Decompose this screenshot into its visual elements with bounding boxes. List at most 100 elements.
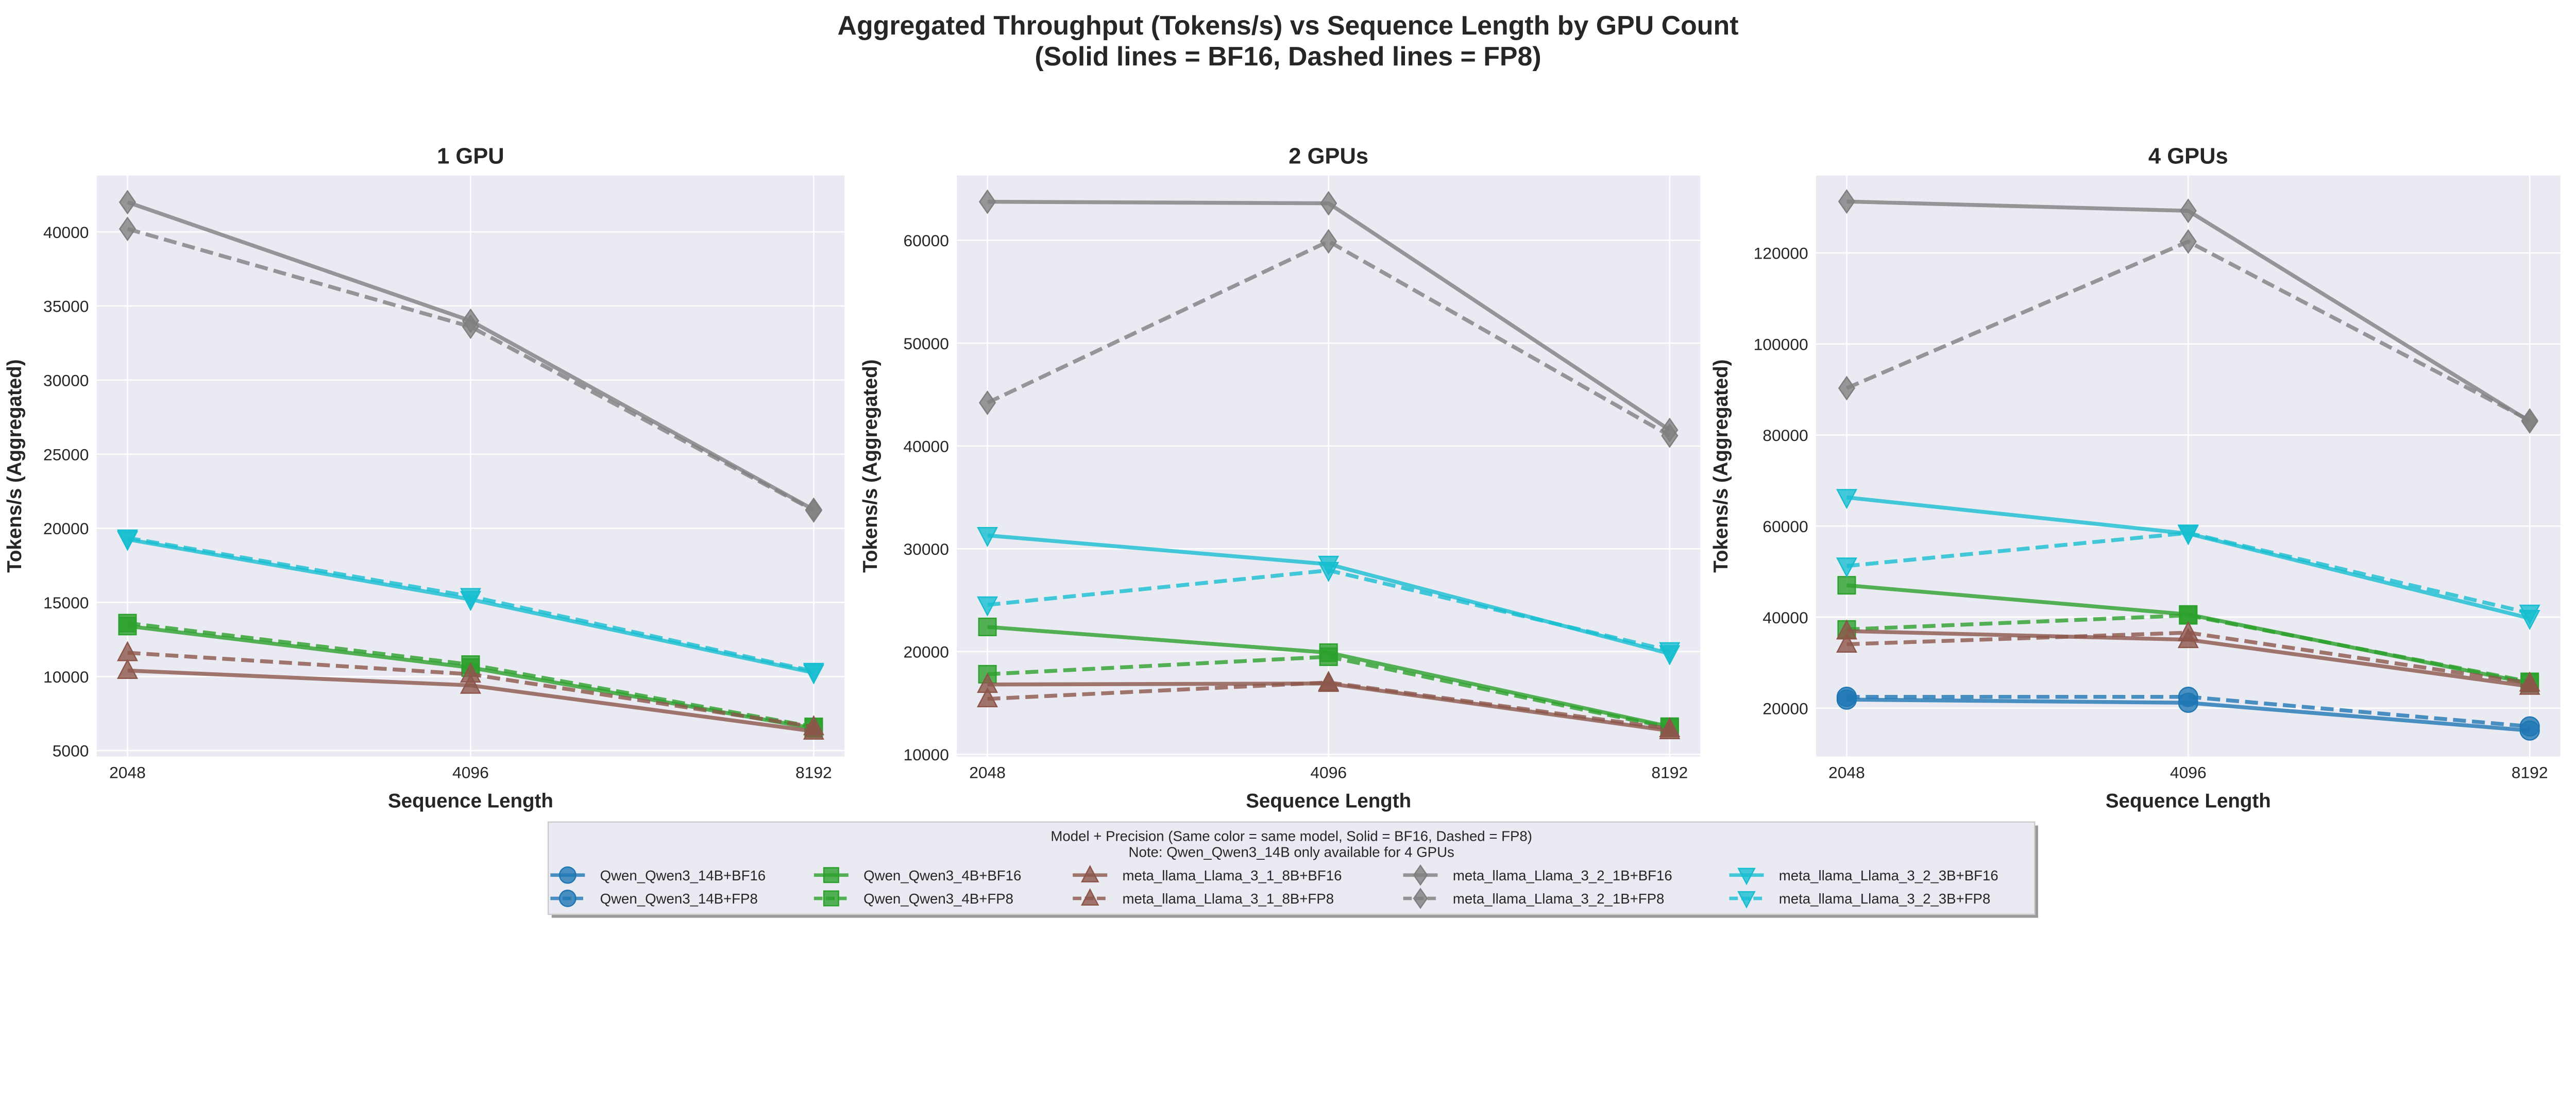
y-tick-label: 35000 bbox=[43, 297, 89, 316]
legend-title-line-2: Note: Qwen_Qwen3_14B only available for … bbox=[1129, 844, 1454, 860]
y-tick-label: 20000 bbox=[904, 643, 949, 661]
subplot-2: 10000 20000 30000 40000 50000 60000 2048 4096 81… bbox=[859, 144, 1701, 812]
legend-entry: meta_llama_Llama_3_2_1B+FP8 bbox=[1403, 888, 1664, 909]
series-line bbox=[127, 227, 815, 513]
subplot-title: 2 GPUs bbox=[1289, 144, 1368, 168]
y-tick-label: 15000 bbox=[43, 593, 89, 612]
y-tick-label: 5000 bbox=[53, 742, 89, 760]
data-point-diamond bbox=[805, 498, 822, 523]
y-tick-label: 100000 bbox=[1754, 335, 1808, 353]
data-point-triangle-up bbox=[1836, 632, 1857, 653]
data-point-triangle-up bbox=[116, 641, 138, 661]
legend-label: Qwen_Qwen3_4B+FP8 bbox=[863, 891, 1013, 907]
legend-entry: Qwen_Qwen3_14B+BF16 bbox=[550, 866, 766, 884]
legend-marker-square bbox=[823, 890, 839, 907]
legend-entry: meta_llama_Llama_3_2_3B+BF16 bbox=[1729, 867, 1998, 886]
y-tick-label: 20000 bbox=[1762, 700, 1808, 718]
subplot-3: 20000 40000 60000 80000 100000 120000 2048 4096… bbox=[1710, 144, 2561, 812]
series-meta-llama-llama-3-2-1b-fp8 bbox=[118, 216, 822, 523]
y-tick-label: 40000 bbox=[1762, 608, 1808, 627]
data-point-circle bbox=[1836, 687, 1857, 707]
legend-title-line-1: Model + Precision (Same color = same mod… bbox=[1050, 828, 1532, 844]
series-meta-llama-llama-3-2-1b-fp8 bbox=[1838, 229, 2538, 433]
data-point-square bbox=[118, 614, 137, 633]
series-line bbox=[1846, 694, 2530, 728]
x-tick-label: 4096 bbox=[2170, 763, 2207, 781]
legend-marker-triangle-down bbox=[1737, 891, 1756, 909]
legend-label: meta_llama_Llama_3_2_3B+FP8 bbox=[1779, 891, 1991, 907]
data-point-triangle-down bbox=[460, 588, 481, 608]
series-meta-llama-llama-3-2-3b-fp8 bbox=[116, 529, 824, 683]
legend-marker-triangle-up bbox=[1080, 864, 1099, 882]
data-point-triangle-up bbox=[977, 687, 998, 708]
series-qwen-qwen3-14b-fp8 bbox=[1836, 687, 2540, 737]
y-tick-label: 20000 bbox=[43, 519, 89, 538]
y-tick-label: 10000 bbox=[904, 745, 949, 764]
data-point-diamond bbox=[1320, 229, 1337, 254]
data-point-triangle-down bbox=[2519, 604, 2540, 625]
y-tick-label: 40000 bbox=[43, 223, 89, 242]
data-point-triangle-up bbox=[803, 715, 824, 736]
data-point-diamond bbox=[462, 314, 480, 339]
legend-entry: meta_llama_Llama_3_1_8B+BF16 bbox=[1073, 864, 1342, 883]
legend-label: Qwen_Qwen3_14B+BF16 bbox=[600, 867, 766, 883]
legend-entry: meta_llama_Llama_3_2_1B+BF16 bbox=[1403, 864, 1672, 886]
x-tick-label: 8192 bbox=[1651, 763, 1688, 781]
subplot-1: 5000 10000 15000 20000 25000 30000 35000 40000 2… bbox=[4, 144, 845, 812]
legend-marker-diamond bbox=[1413, 864, 1428, 886]
series-meta-llama-llama-3-1-8b-fp8 bbox=[977, 670, 1681, 737]
legend-label: Qwen_Qwen3_4B+BF16 bbox=[863, 867, 1021, 883]
data-point-triangle-up bbox=[2177, 621, 2199, 641]
x-tick-label: 2048 bbox=[109, 763, 146, 781]
x-tick-label: 4096 bbox=[452, 763, 489, 781]
y-tick-label: 60000 bbox=[904, 231, 949, 250]
series-line bbox=[986, 239, 1671, 438]
data-point-triangle-down bbox=[1318, 561, 1340, 583]
x-tick-label: 4096 bbox=[1310, 763, 1347, 781]
legend-box bbox=[547, 821, 2036, 915]
data-point-diamond bbox=[118, 190, 137, 215]
legend-label: meta_llama_Llama_3_1_8B+BF16 bbox=[1123, 867, 1342, 883]
legend-marker-circle bbox=[558, 890, 577, 907]
legend-marker-square bbox=[823, 867, 839, 883]
x-tick-label: 2048 bbox=[1828, 763, 1865, 781]
data-point-triangle-down bbox=[977, 596, 998, 617]
x-tick-label: 8192 bbox=[795, 763, 832, 781]
data-point-circle bbox=[2519, 716, 2540, 737]
subplot-title: 4 GPUs bbox=[2148, 144, 2228, 168]
data-point-triangle-down bbox=[803, 662, 824, 683]
data-point-square bbox=[1319, 647, 1338, 666]
data-point-triangle-up bbox=[2519, 671, 2540, 692]
y-tick-label: 10000 bbox=[43, 668, 89, 686]
data-point-triangle-down bbox=[116, 529, 138, 550]
legend-label: meta_llama_Llama_3_2_3B+BF16 bbox=[1779, 867, 1998, 883]
data-point-diamond bbox=[1661, 423, 1679, 448]
data-point-triangle-up bbox=[460, 662, 481, 683]
x-axis-label: Sequence Length bbox=[388, 790, 553, 812]
data-point-diamond bbox=[1838, 189, 1856, 214]
legend-marker-circle bbox=[558, 866, 577, 884]
data-point-triangle-down bbox=[2177, 524, 2199, 545]
data-point-square bbox=[978, 618, 997, 637]
legend-marker-triangle-down bbox=[1737, 867, 1756, 886]
legend-entry: Qwen_Qwen3_14B+FP8 bbox=[550, 890, 758, 907]
y-axis-label: Tokens/s (Aggregated) bbox=[859, 359, 882, 572]
series-meta-llama-llama-3-2-3b-fp8 bbox=[1836, 524, 2540, 625]
x-tick-label: 2048 bbox=[969, 763, 1006, 781]
x-axis-label: Sequence Length bbox=[1246, 790, 1411, 812]
legend: Model + Precision (Same color = same mod… bbox=[547, 821, 2038, 918]
subplots: 5000100001500020000250003000035000400002… bbox=[4, 144, 2561, 812]
data-point-triangle-down bbox=[1659, 642, 1681, 662]
data-point-square bbox=[1837, 576, 1856, 595]
data-point-triangle-up bbox=[460, 673, 481, 694]
figure-title-line-2: (Solid lines = BF16, Dashed lines = FP8) bbox=[1035, 41, 1541, 71]
y-tick-label: 120000 bbox=[1754, 244, 1808, 263]
legend-entry: meta_llama_Llama_3_1_8B+FP8 bbox=[1073, 888, 1334, 907]
y-axis-label: Tokens/s (Aggregated) bbox=[4, 359, 26, 572]
legend-entry: meta_llama_Llama_3_2_3B+FP8 bbox=[1729, 891, 1991, 909]
series-meta-llama-llama-3-1-8b-fp8 bbox=[116, 641, 824, 736]
data-point-circle bbox=[2178, 687, 2198, 707]
data-point-triangle-up bbox=[1318, 670, 1340, 691]
data-point-triangle-down bbox=[977, 527, 998, 548]
legend-label: Qwen_Qwen3_14B+FP8 bbox=[600, 891, 758, 907]
